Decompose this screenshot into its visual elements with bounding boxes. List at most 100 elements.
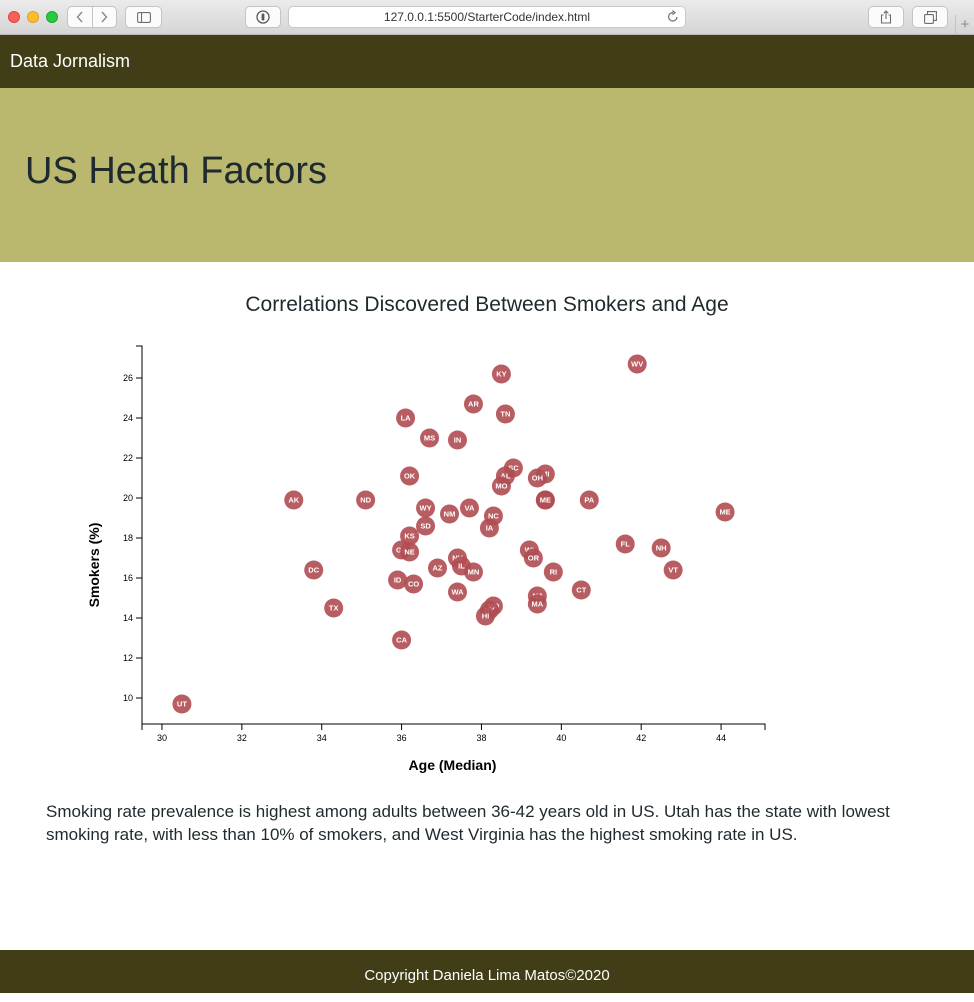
reload-icon[interactable] (667, 10, 679, 26)
history-navigation (67, 6, 117, 28)
state-marker (400, 466, 420, 486)
x-axis-label: Age (Median) (409, 757, 497, 773)
state-marker (491, 364, 511, 384)
state-marker (627, 354, 647, 374)
state-marker (463, 562, 483, 582)
state-label: AK (288, 496, 299, 505)
state-label: NM (444, 510, 456, 519)
x-tick-label: 36 (397, 733, 407, 743)
new-tab-button[interactable]: + (955, 15, 974, 35)
state-label: IN (454, 436, 462, 445)
state-marker (440, 504, 460, 524)
state-marker (284, 490, 304, 510)
state-marker (579, 490, 599, 510)
y-tick-label: 10 (123, 693, 133, 703)
state-marker (447, 430, 467, 450)
footer: Copyright Daniela Lima Matos©2020 (0, 950, 974, 993)
state-label: NH (656, 544, 667, 553)
footer-copyright: Copyright Daniela Lima Matos©2020 (364, 967, 610, 984)
state-label: MN (468, 568, 480, 577)
chart-title: Correlations Discovered Between Smokers … (245, 293, 729, 316)
state-marker (428, 558, 448, 578)
state-label: HI (482, 612, 490, 621)
minimize-window-button[interactable] (27, 11, 39, 23)
state-marker (475, 606, 495, 626)
state-label: SC (508, 464, 519, 473)
state-marker (543, 562, 563, 582)
state-label: NE (404, 548, 414, 557)
tab-overview-button[interactable] (912, 6, 948, 28)
state-label: IL (458, 562, 465, 571)
state-label: LA (401, 414, 412, 423)
y-tick-label: 20 (123, 493, 133, 503)
axis-line (136, 345, 766, 730)
y-axis-label: Smokers (%) (86, 523, 102, 608)
state-label: CA (396, 636, 407, 645)
state-marker (356, 490, 376, 510)
state-label: AL (500, 472, 510, 481)
state-label: MA (532, 600, 544, 609)
state-label: ND (360, 496, 371, 505)
state-marker (527, 594, 547, 614)
x-tick-label: 34 (317, 733, 327, 743)
state-label: TX (329, 604, 339, 613)
chevron-right-icon (101, 11, 108, 23)
hero-banner: US Heath Factors (0, 88, 974, 262)
state-marker (479, 518, 499, 538)
y-tick-label: 18 (123, 533, 133, 543)
y-tick-label: 24 (123, 413, 133, 423)
fullscreen-window-button[interactable] (46, 11, 58, 23)
address-bar-url: 127.0.0.1:5500/StarterCode/index.html (383, 10, 591, 24)
state-marker (491, 476, 511, 496)
x-tick-label: 30 (157, 733, 167, 743)
state-marker (571, 580, 591, 600)
state-label: RI (550, 568, 558, 577)
state-label: ME (540, 496, 551, 505)
state-marker (304, 560, 324, 580)
privacy-report-button[interactable] (245, 6, 281, 28)
state-label: UT (177, 700, 187, 709)
chevron-left-icon (76, 11, 83, 23)
close-window-button[interactable] (8, 11, 20, 23)
state-marker (447, 582, 467, 602)
state-marker (400, 542, 420, 562)
state-label: AZ (433, 564, 443, 573)
y-tick-label: 22 (123, 453, 133, 463)
state-marker (535, 490, 555, 510)
state-marker (416, 498, 436, 518)
state-label: TN (500, 410, 510, 419)
state-marker (416, 516, 436, 536)
state-label: WY (419, 504, 431, 513)
state-marker (615, 534, 635, 554)
sidebar-toggle-button[interactable] (125, 6, 162, 28)
x-tick-label: 38 (476, 733, 486, 743)
back-button[interactable] (68, 7, 92, 27)
state-label: KY (496, 370, 506, 379)
state-marker (663, 560, 683, 580)
state-label: FL (621, 540, 631, 549)
state-label: VT (668, 566, 678, 575)
page-title: US Heath Factors (25, 150, 327, 192)
address-bar[interactable]: 127.0.0.1:5500/StarterCode/index.html (288, 6, 686, 28)
y-tick-label: 26 (123, 373, 133, 383)
state-marker (459, 498, 479, 518)
state-label: DC (308, 566, 319, 575)
state-label: MO (495, 482, 507, 491)
state-marker (495, 404, 515, 424)
state-label: OR (528, 554, 540, 563)
summary-paragraph: Smoking rate prevalence is highest among… (46, 802, 890, 844)
state-marker (715, 502, 735, 522)
share-button[interactable] (868, 6, 904, 28)
state-label: ME (719, 508, 730, 517)
state-label: MS (424, 434, 435, 443)
state-label: WV (631, 360, 643, 369)
state-label: CT (576, 586, 586, 595)
state-marker (420, 428, 440, 448)
forward-button[interactable] (91, 7, 117, 27)
state-marker (388, 570, 408, 590)
state-label: VA (465, 504, 475, 513)
state-label: PA (584, 496, 594, 505)
state-label: IA (486, 524, 494, 533)
brand-link[interactable]: Data Jornalism (10, 51, 131, 71)
x-tick-label: 40 (556, 733, 566, 743)
